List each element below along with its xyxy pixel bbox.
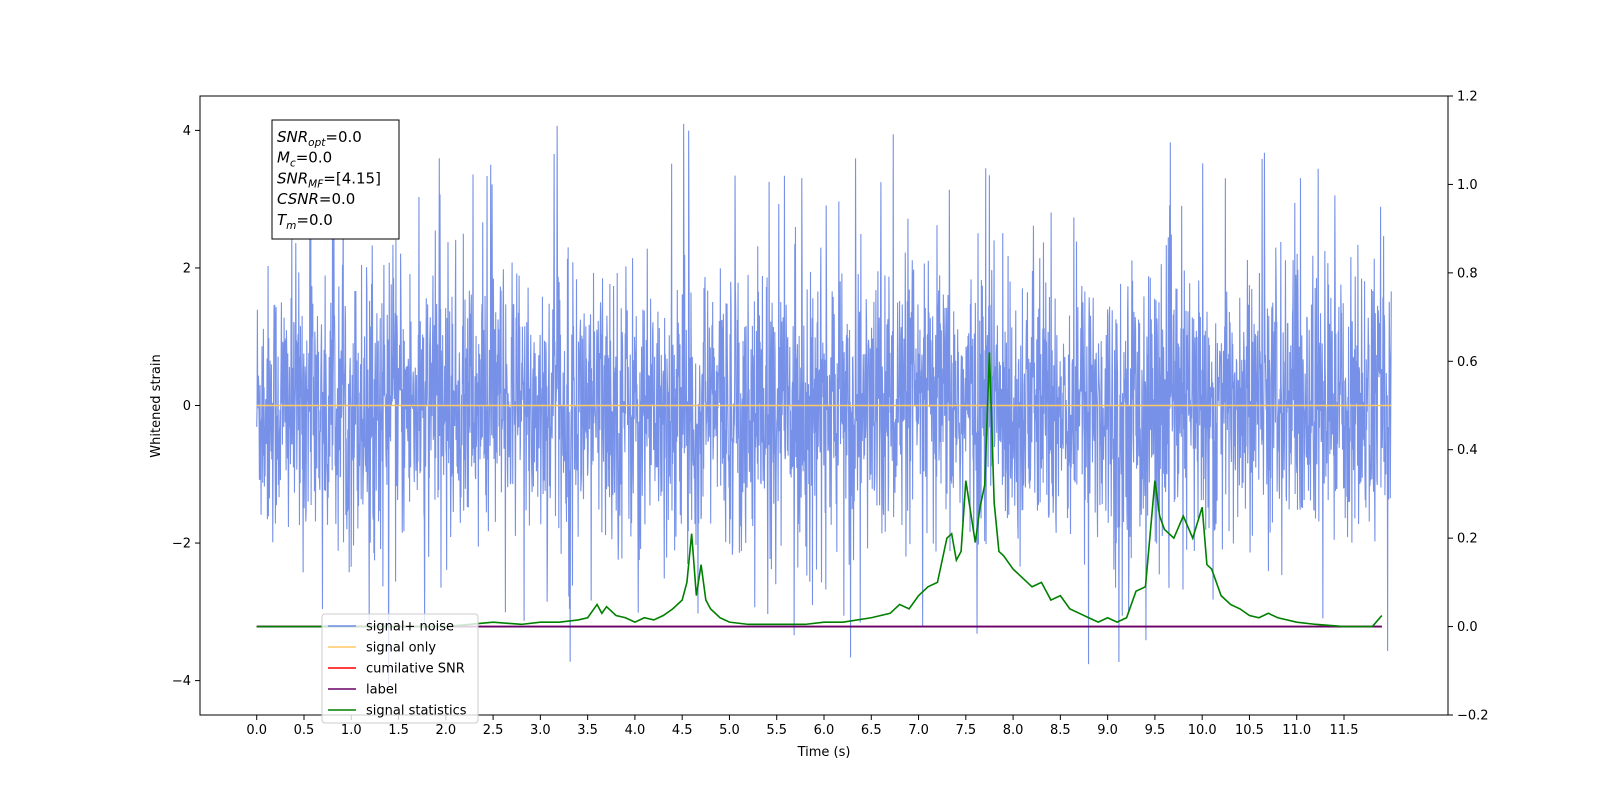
y2-tick-label: 1.0 [1457, 178, 1478, 193]
y-axis-left: −4 −2 0 2 4 [172, 124, 200, 689]
x-tick-label: 0.5 [294, 723, 315, 738]
stats-value: =0.0 [296, 211, 332, 229]
stats-line: Tm=0.0 [277, 211, 333, 232]
x-tick-label: 1.5 [388, 723, 409, 738]
y2-tick-label: 0.4 [1457, 443, 1478, 458]
x-axis: 0.0 0.5 1.0 1.5 2.0 2.5 3.0 3.5 4.0 4.5 5.0 5.5 6.0 6… [246, 715, 1358, 738]
legend-entry-label: cumilative SNR [366, 662, 465, 677]
x-tick-label: 4.0 [625, 723, 646, 738]
stats-line: SNRopt=0.0 [277, 128, 362, 149]
series-signal-statistics [256, 352, 1383, 628]
series-line-signal-statistics [256, 352, 1383, 628]
x-tick-label: 6.5 [861, 723, 882, 738]
legend-entry-label: signal+ noise [366, 620, 454, 635]
y2-tick-label: 0.6 [1457, 355, 1478, 370]
series-line-signal-noise [256, 123, 1392, 685]
y-tick-label: −2 [172, 537, 191, 552]
x-tick-label: 2.0 [435, 723, 456, 738]
stats-subscript: m [286, 220, 296, 232]
x-tick-label: 0.0 [246, 723, 267, 738]
x-tick-label: 2.5 [483, 723, 504, 738]
legend-entry-label: label [366, 683, 397, 698]
stats-value: =0.0 [296, 149, 332, 167]
x-tick-label: 8.5 [1050, 723, 1071, 738]
x-tick-label: 9.5 [1145, 723, 1166, 738]
stats-line: CSNR=0.0 [277, 190, 355, 208]
y-axis-right: −0.2 0.0 0.2 0.4 0.6 0.8 1.0 1.2 [1448, 90, 1489, 724]
y-tick-label: 2 [183, 261, 191, 276]
x-tick-label: 9.0 [1097, 723, 1118, 738]
x-tick-label: 11.0 [1282, 723, 1311, 738]
x-tick-label: 3.5 [577, 723, 598, 738]
y2-tick-label: 1.2 [1457, 90, 1478, 105]
legend-frame [321, 613, 479, 724]
stats-line: SNRMF=[4.15] [277, 169, 381, 190]
stats-subscript: opt [308, 137, 326, 149]
legend: signal+ noise signal only cumilative SNR la… [321, 613, 479, 724]
stats-value: =[4.15] [323, 169, 381, 187]
stats-symbol: CSNR [277, 190, 319, 208]
x-tick-label: 4.5 [672, 723, 693, 738]
x-tick-label: 10.0 [1188, 723, 1217, 738]
x-tick-label: 5.0 [719, 723, 740, 738]
stats-box-frame [271, 119, 400, 240]
x-tick-label: 7.0 [908, 723, 929, 738]
y-tick-label: 0 [183, 399, 191, 414]
x-tick-label: 5.5 [766, 723, 787, 738]
legend-entry-label: signal only [366, 641, 436, 656]
legend-entry-label: signal statistics [366, 704, 467, 719]
x-tick-label: 7.5 [955, 723, 976, 738]
y-axis-label: Whitened strain [149, 354, 164, 457]
x-axis-label: Time (s) [797, 745, 851, 760]
stats-subscript: MF [308, 178, 324, 190]
y2-tick-label: 0.0 [1457, 620, 1478, 635]
stats-symbol: M [277, 149, 290, 167]
y2-tick-label: 0.2 [1457, 532, 1478, 547]
series-signal-noise [256, 123, 1392, 685]
stats-symbol: T [277, 211, 288, 229]
x-tick-label: 1.0 [341, 723, 362, 738]
stats-subscript: c [290, 158, 296, 170]
x-tick-label: 11.5 [1330, 723, 1359, 738]
y2-tick-label: −0.2 [1457, 709, 1489, 724]
x-tick-label: 3.0 [530, 723, 551, 738]
stats-value: =0.0 [325, 128, 361, 146]
stats-symbol: SNR [277, 128, 308, 146]
y-tick-label: 4 [183, 124, 191, 139]
stats-value: =0.0 [319, 190, 355, 208]
x-tick-label: 6.0 [814, 723, 835, 738]
x-tick-label: 10.5 [1235, 723, 1264, 738]
x-tick-label: 8.0 [1003, 723, 1024, 738]
stats-annotation-box: SNRopt=0.0Mc=0.0SNRMF=[4.15]CSNR=0.0Tm=0… [271, 119, 400, 240]
y-tick-label: −4 [172, 674, 191, 689]
stats-symbol: SNR [277, 169, 308, 187]
stats-line: Mc=0.0 [277, 149, 332, 170]
y2-tick-label: 0.8 [1457, 266, 1478, 281]
